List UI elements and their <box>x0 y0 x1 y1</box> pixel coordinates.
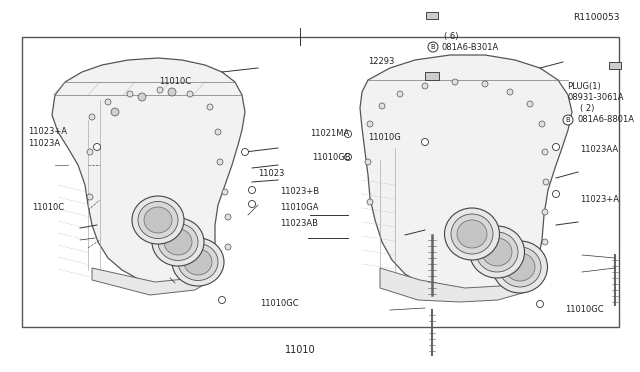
Circle shape <box>367 121 373 127</box>
Circle shape <box>111 108 119 116</box>
Text: ( 2): ( 2) <box>580 105 595 113</box>
Ellipse shape <box>144 207 172 233</box>
Polygon shape <box>380 260 542 302</box>
Bar <box>609 62 621 69</box>
Text: 11021MA: 11021MA <box>310 129 349 138</box>
Circle shape <box>367 199 373 205</box>
Ellipse shape <box>482 238 512 266</box>
Circle shape <box>225 244 231 250</box>
Text: 11010GC: 11010GC <box>565 305 604 314</box>
Text: 11010: 11010 <box>285 345 316 355</box>
Ellipse shape <box>451 214 493 254</box>
Bar <box>425 72 439 80</box>
Circle shape <box>241 148 248 155</box>
Ellipse shape <box>457 220 487 248</box>
Text: 11023AB: 11023AB <box>280 219 318 228</box>
Text: ( 6): ( 6) <box>444 32 458 41</box>
Text: 11023AA: 11023AA <box>580 145 618 154</box>
Text: 11010GA: 11010GA <box>280 202 319 212</box>
Text: 11023: 11023 <box>258 170 284 179</box>
Text: 08931-3061A: 08931-3061A <box>567 93 623 102</box>
Circle shape <box>207 104 213 110</box>
Circle shape <box>552 190 559 198</box>
Circle shape <box>552 144 559 151</box>
Circle shape <box>422 138 429 145</box>
Polygon shape <box>52 58 245 288</box>
Ellipse shape <box>445 208 499 260</box>
Circle shape <box>87 194 93 200</box>
Text: 081A6-B301A: 081A6-B301A <box>442 42 499 51</box>
Text: 11010C: 11010C <box>32 202 64 212</box>
Text: 11023+B: 11023+B <box>280 187 319 196</box>
Circle shape <box>138 93 146 101</box>
Text: 11023A: 11023A <box>28 140 60 148</box>
Circle shape <box>105 99 111 105</box>
Circle shape <box>157 87 163 93</box>
Ellipse shape <box>138 202 178 238</box>
Circle shape <box>543 179 549 185</box>
Circle shape <box>127 91 133 97</box>
Circle shape <box>217 159 223 165</box>
Circle shape <box>248 201 255 208</box>
Text: PLUG(1): PLUG(1) <box>567 81 601 90</box>
Circle shape <box>379 103 385 109</box>
Circle shape <box>422 83 428 89</box>
Bar <box>22 37 619 327</box>
Text: 11010GC: 11010GC <box>260 299 299 308</box>
Ellipse shape <box>505 253 535 281</box>
Circle shape <box>87 149 93 155</box>
Circle shape <box>507 89 513 95</box>
Text: R1100053: R1100053 <box>573 13 620 22</box>
Circle shape <box>539 121 545 127</box>
Text: 081A6-8801A: 081A6-8801A <box>577 115 634 125</box>
Text: 11010C: 11010C <box>159 77 191 87</box>
Bar <box>426 12 438 19</box>
Circle shape <box>527 101 533 107</box>
Circle shape <box>397 91 403 97</box>
Circle shape <box>222 189 228 195</box>
Circle shape <box>93 144 100 151</box>
Circle shape <box>168 88 176 96</box>
Circle shape <box>225 214 231 220</box>
Circle shape <box>536 301 543 308</box>
Text: B: B <box>431 44 435 50</box>
Ellipse shape <box>476 232 518 272</box>
Circle shape <box>428 42 438 52</box>
Circle shape <box>218 296 225 304</box>
Polygon shape <box>360 55 572 292</box>
Circle shape <box>563 115 573 125</box>
Ellipse shape <box>152 218 204 266</box>
Circle shape <box>344 154 351 160</box>
Circle shape <box>542 239 548 245</box>
Ellipse shape <box>132 196 184 244</box>
Circle shape <box>482 81 488 87</box>
Text: 11010GB: 11010GB <box>312 153 351 161</box>
Ellipse shape <box>493 241 547 293</box>
Circle shape <box>215 129 221 135</box>
Ellipse shape <box>158 224 198 260</box>
Circle shape <box>344 131 351 138</box>
Text: 12293: 12293 <box>368 58 394 67</box>
Ellipse shape <box>178 244 218 280</box>
Ellipse shape <box>184 249 212 275</box>
Polygon shape <box>92 265 215 295</box>
Ellipse shape <box>164 229 192 255</box>
Circle shape <box>89 114 95 120</box>
Circle shape <box>248 186 255 193</box>
Ellipse shape <box>470 226 525 278</box>
Circle shape <box>365 159 371 165</box>
Circle shape <box>542 149 548 155</box>
Ellipse shape <box>172 238 224 286</box>
Text: 11023+A: 11023+A <box>580 196 619 205</box>
Ellipse shape <box>499 247 541 287</box>
Circle shape <box>542 209 548 215</box>
Circle shape <box>452 79 458 85</box>
Circle shape <box>187 91 193 97</box>
Text: 11010G: 11010G <box>368 132 401 141</box>
Text: 11023+A: 11023+A <box>28 128 67 137</box>
Text: B: B <box>566 117 570 123</box>
